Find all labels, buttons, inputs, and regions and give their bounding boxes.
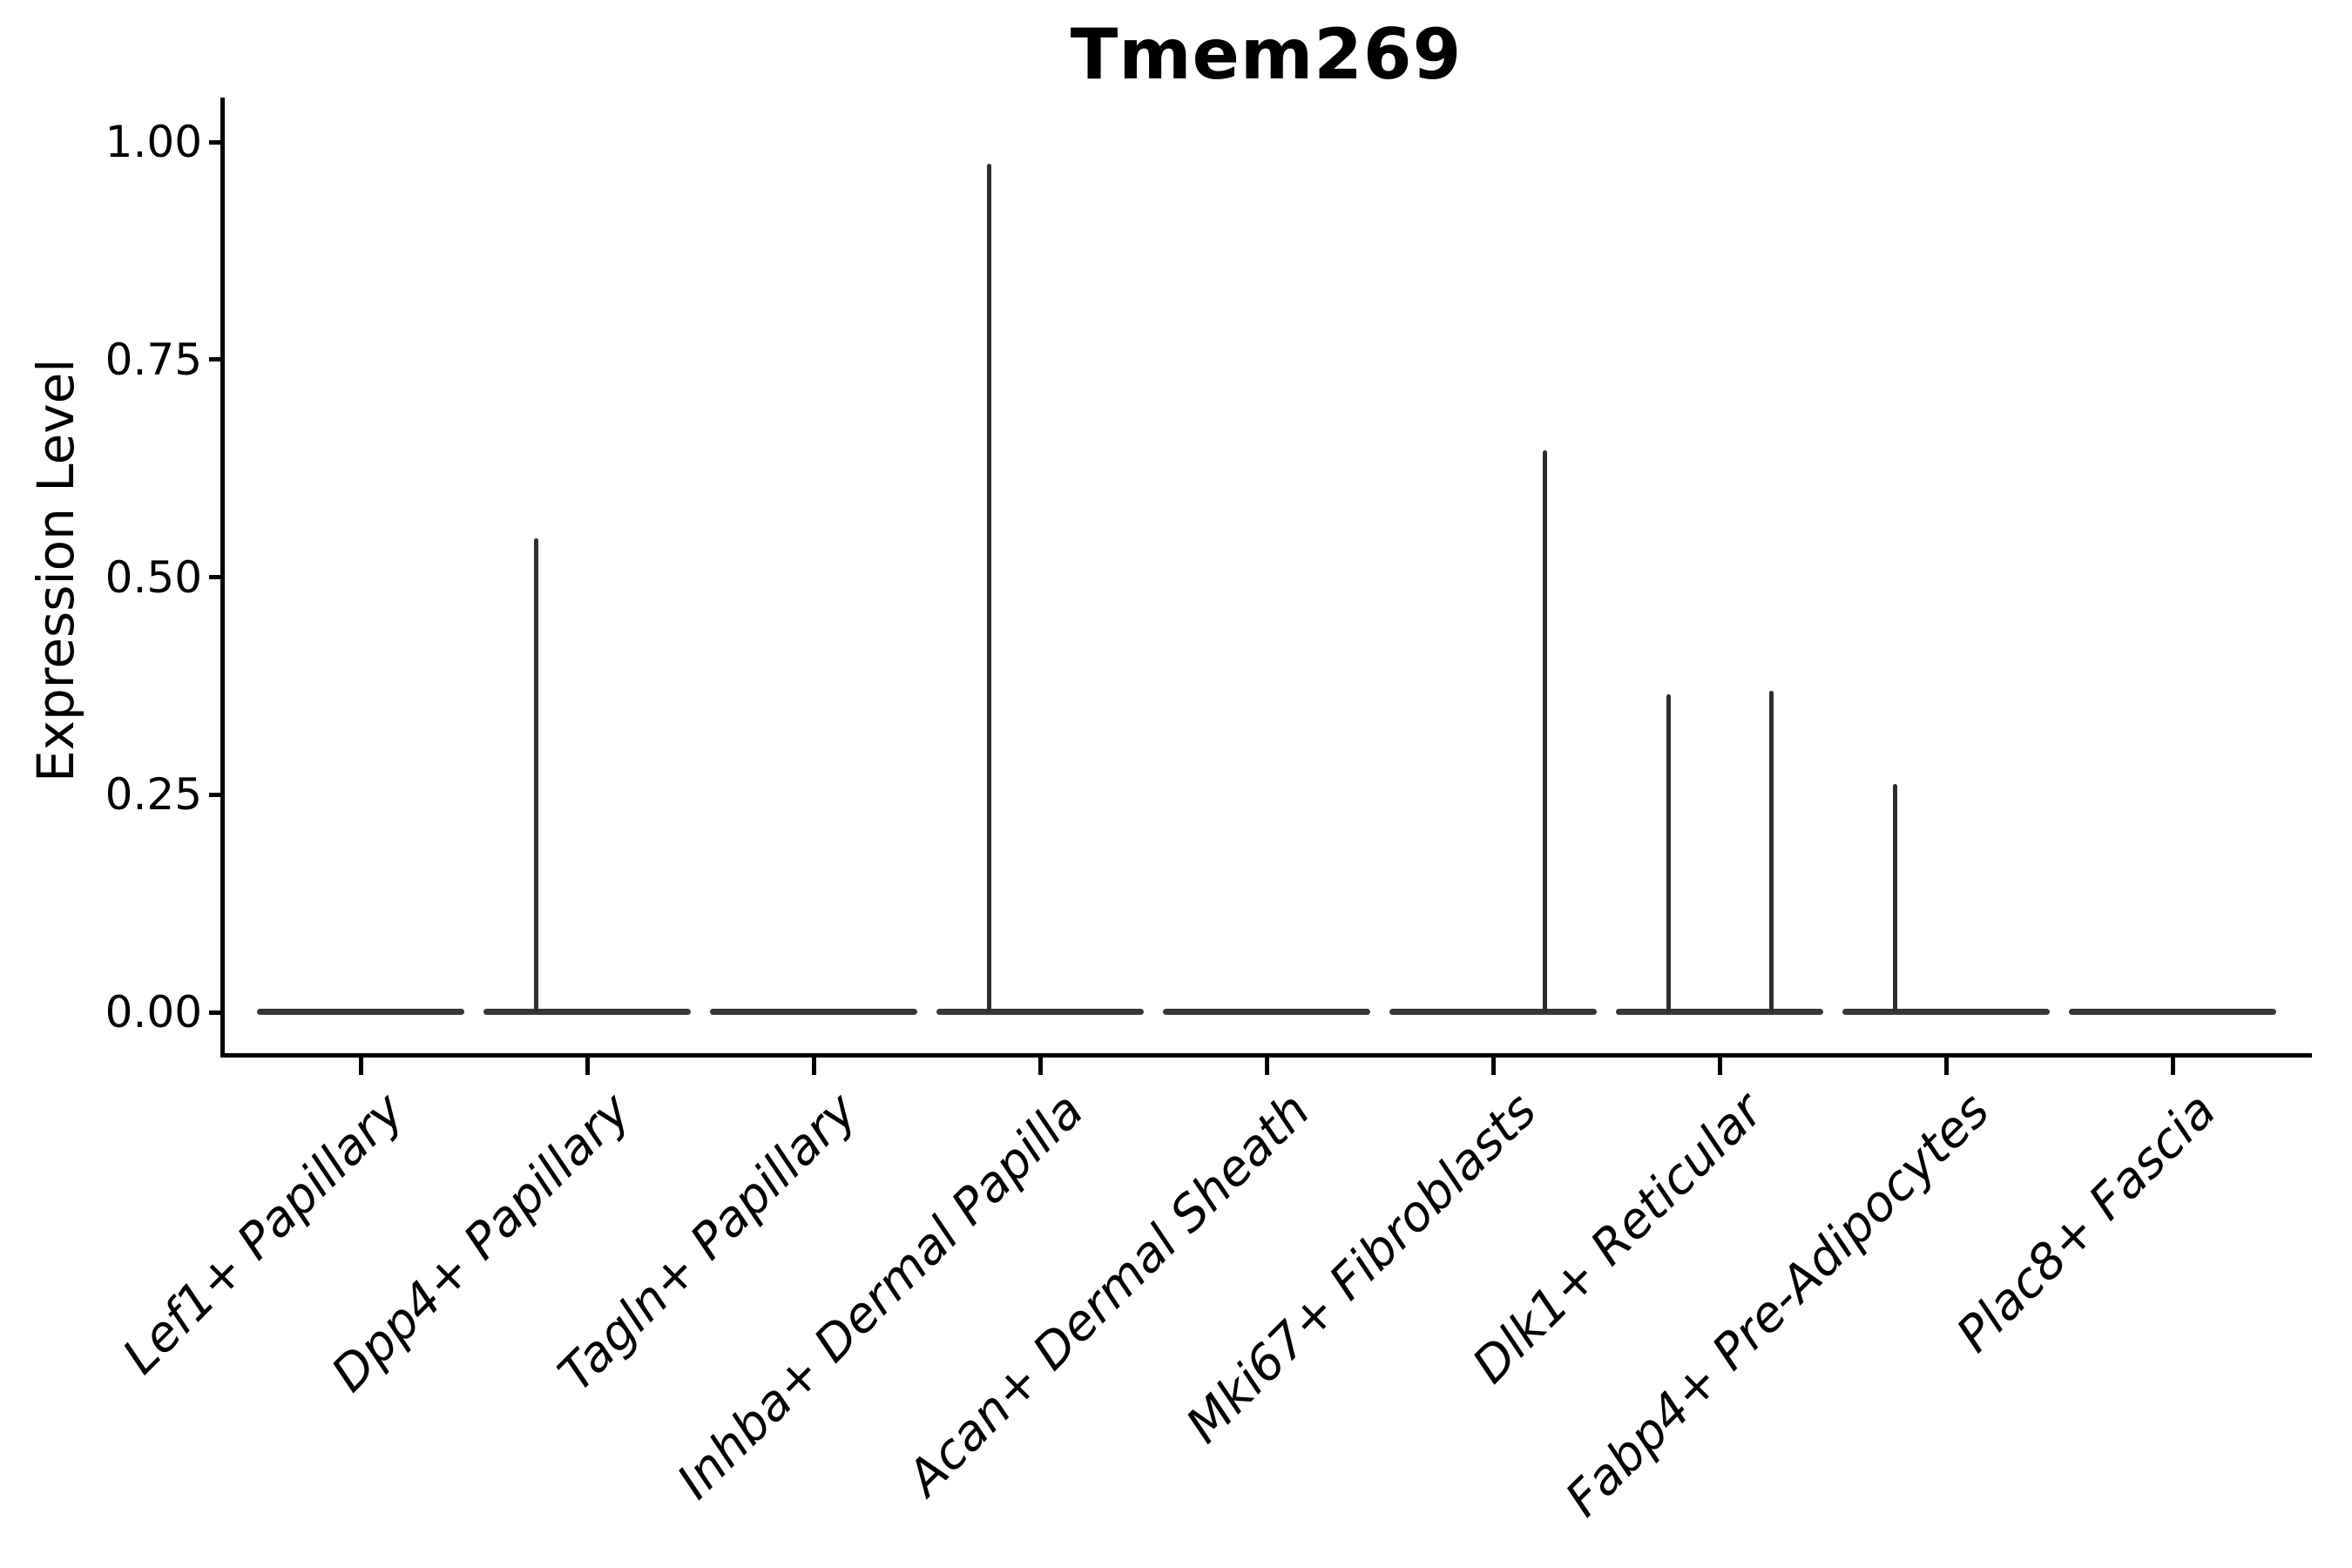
x-tick-label: Fabp4+ Pre-Adipocytes — [1555, 1082, 2001, 1528]
y-tick-mark — [209, 139, 225, 145]
violin-bar — [1616, 1009, 1823, 1015]
x-tick-mark — [2170, 1058, 2175, 1075]
violin-bar — [1389, 1009, 1597, 1015]
y-tick-label: 0.00 — [105, 987, 202, 1037]
y-tick-label: 0.25 — [105, 769, 202, 821]
violin-bar — [1842, 1009, 2050, 1015]
x-tick-mark — [585, 1058, 590, 1075]
x-axis-spine — [220, 1053, 2312, 1058]
violin-spike — [1768, 691, 1774, 1012]
violin-bar — [2069, 1009, 2276, 1015]
violin-spike — [986, 163, 991, 1012]
x-tick-mark — [811, 1058, 816, 1075]
violin-spike — [1892, 784, 1897, 1012]
y-tick-mark — [209, 792, 225, 797]
x-tick-mark — [1490, 1058, 1496, 1075]
x-tick-label: Lef1+ Papillary — [112, 1082, 416, 1386]
violin-spike — [533, 537, 538, 1012]
violin-bar — [710, 1009, 917, 1015]
x-tick-label: Dpp4+ Papillary — [321, 1082, 642, 1403]
x-tick-mark — [1264, 1058, 1269, 1075]
x-tick-label: Inhba+ Dermal Papilla — [666, 1082, 1095, 1511]
violin-spike — [1666, 694, 1671, 1012]
violin-bar — [1163, 1009, 1370, 1015]
x-tick-label: Tagln+ Papillary — [547, 1082, 868, 1402]
x-tick-label: Acan+ Dermal Sheath — [896, 1082, 1321, 1507]
violin-spike — [1542, 449, 1547, 1012]
chart-title: Tmem269 — [1070, 14, 1463, 95]
y-tick-mark — [209, 357, 225, 362]
x-tick-mark — [1037, 1058, 1043, 1075]
x-tick-mark — [1943, 1058, 1949, 1075]
x-tick-mark — [358, 1058, 363, 1075]
y-tick-label: 0.75 — [105, 334, 202, 385]
y-tick-label: 0.50 — [105, 551, 202, 603]
y-tick-mark — [209, 575, 225, 579]
violin-bar — [936, 1009, 1144, 1015]
x-tick-mark — [1717, 1058, 1722, 1075]
y-tick-mark — [209, 1010, 225, 1015]
y-tick-label: 1.00 — [105, 117, 202, 167]
violin-bar — [483, 1009, 691, 1015]
x-tick-label: Dlk1+ Reticular — [1462, 1082, 1774, 1395]
violin-bar — [257, 1009, 464, 1015]
x-tick-label: Mki67+ Fibroblasts — [1175, 1082, 1548, 1455]
x-tick-label: Plac8+ Fascia — [1945, 1082, 2227, 1364]
